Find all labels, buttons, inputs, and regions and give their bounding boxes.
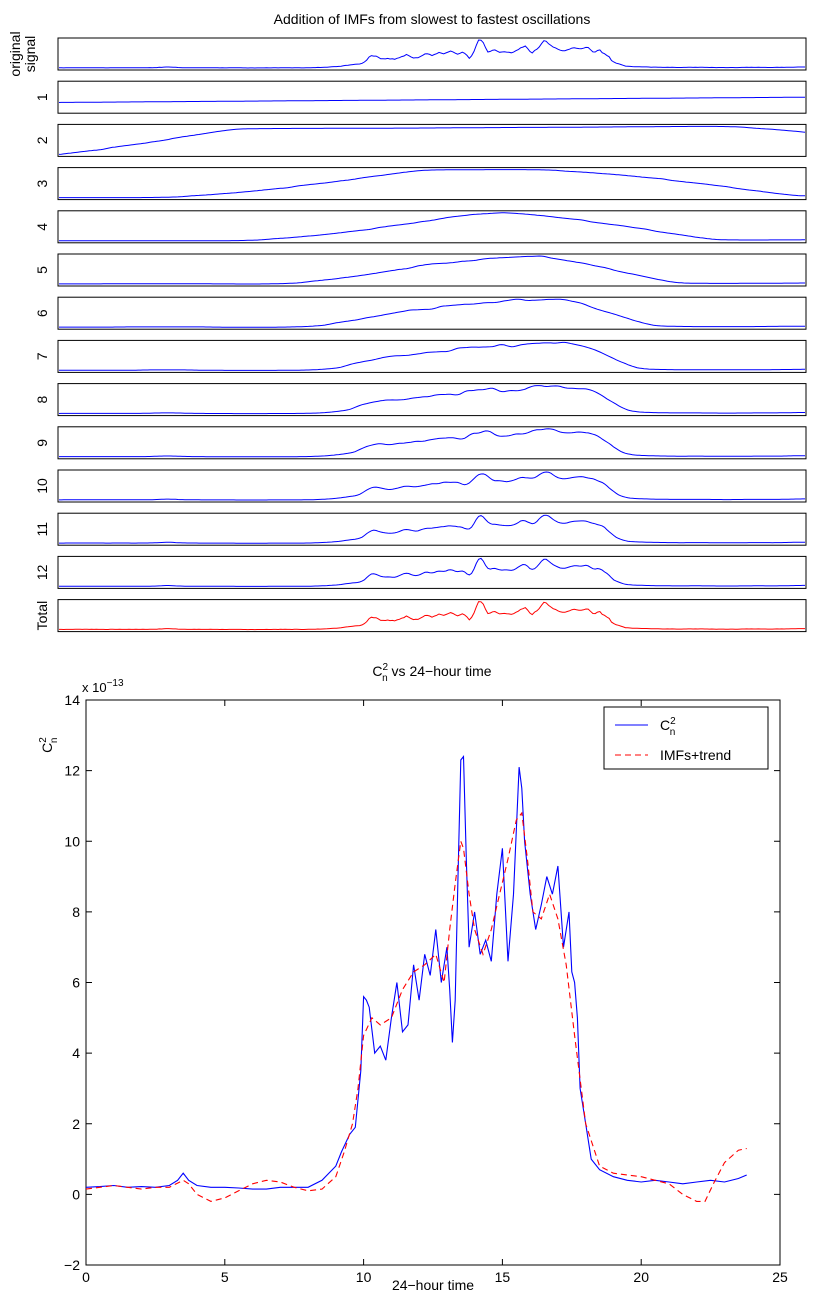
top-chart-title: Addition of IMFs from slowest to fastest… [274, 11, 591, 27]
series-cn2 [85, 754, 747, 1190]
y-tick-label: 10 [64, 833, 80, 849]
panel-label-2: 2 [34, 136, 50, 144]
panel-frame [57, 512, 807, 546]
y-tick-label: 6 [72, 975, 80, 991]
panel-signal-3 [59, 169, 805, 199]
series-imfs-trend [85, 811, 747, 1202]
y-tick-label: 2 [72, 1116, 80, 1132]
panel-frame [57, 37, 807, 71]
y-tick-label: 14 [64, 692, 80, 708]
imf-panel-9: 9 [34, 426, 807, 460]
panel-signal-6 [59, 298, 805, 328]
imf-panel-12: 12 [34, 555, 807, 589]
panel-label-9: 9 [34, 439, 50, 447]
imf-panel-0: originalsignal [7, 31, 807, 77]
panel-frame [57, 426, 807, 460]
panel-frame [57, 253, 807, 287]
x-tick-label: 20 [633, 1269, 649, 1285]
panel-label-6: 6 [34, 309, 50, 317]
panel-frame [57, 383, 807, 417]
legend-label-cn2: C2 n [660, 716, 676, 738]
panel-label-3: 3 [34, 179, 50, 187]
panel-label-7: 7 [34, 352, 50, 360]
legend-label-imfs: IMFs+trend [660, 747, 731, 763]
imf-panel-1: 1 [34, 80, 807, 114]
panel-frame [57, 469, 807, 503]
y-tick-label: 4 [72, 1045, 80, 1061]
imf-panel-3: 3 [34, 167, 807, 201]
y-axis-label: C2n [38, 737, 60, 753]
panel-signal-11 [59, 514, 805, 544]
imf-panel-11: 11 [34, 512, 807, 546]
panel-signal-12 [59, 557, 805, 587]
panel-signal-9 [59, 428, 805, 458]
imf-panel-7: 7 [34, 339, 807, 373]
plot-frame [85, 699, 781, 1266]
panel-signal-1 [58, 96, 805, 103]
legend: C2 n IMFs+trend [603, 706, 769, 770]
imf-panel-6: 6 [34, 296, 807, 330]
panel-label-4: 4 [34, 223, 50, 231]
y-tick-label: −2 [64, 1257, 80, 1273]
y-tick-label: 12 [64, 763, 80, 779]
panel-label-12: 12 [34, 564, 50, 580]
panel-signal-5 [59, 255, 805, 285]
imf-panel-10: 10 [34, 469, 807, 503]
x-tick-label: 10 [356, 1269, 372, 1285]
x-tick-label: 0 [82, 1269, 90, 1285]
panel-label-10: 10 [34, 478, 50, 494]
x-tick-label: 15 [495, 1269, 511, 1285]
panel-frame [57, 296, 807, 330]
x-tick-label: 5 [221, 1269, 229, 1285]
y-multiplier: x 10−13 [82, 678, 124, 695]
panel-label-0: originalsignal [7, 31, 38, 76]
panel-frame [57, 123, 807, 157]
panel-signal-13 [59, 601, 805, 631]
imf-panel-5: 5 [34, 253, 807, 287]
panel-label-13: Total [34, 601, 50, 631]
bottom-chart-title: C2 n vs 24−hour time [372, 662, 491, 684]
panel-label-11: 11 [34, 522, 50, 537]
panel-frame [57, 167, 807, 201]
panel-signal-10 [59, 471, 805, 501]
y-tick-label: 0 [72, 1186, 80, 1202]
panel-label-8: 8 [34, 395, 50, 403]
panel-signal-2 [58, 125, 806, 155]
x-axis-label: 24−hour time [392, 1277, 474, 1293]
imf-panel-13: Total [34, 599, 807, 633]
imf-panel-2: 2 [34, 123, 807, 157]
panel-signal-7 [59, 341, 805, 371]
legend-box [603, 706, 769, 770]
panel-signal-0 [59, 39, 805, 69]
panel-frame [57, 80, 807, 114]
panel-frame [57, 599, 807, 633]
y-tick-label: 8 [72, 904, 80, 920]
imf-panel-8: 8 [34, 383, 807, 417]
panel-frame [57, 210, 807, 244]
panel-frame [57, 339, 807, 373]
imf-panel-4: 4 [34, 210, 807, 244]
panel-signal-4 [59, 212, 805, 242]
x-tick-label: 25 [772, 1269, 788, 1285]
plot-series [85, 754, 747, 1202]
panel-label-1: 1 [34, 93, 50, 101]
panel-label-5: 5 [34, 266, 50, 274]
panel-signal-8 [58, 385, 805, 415]
